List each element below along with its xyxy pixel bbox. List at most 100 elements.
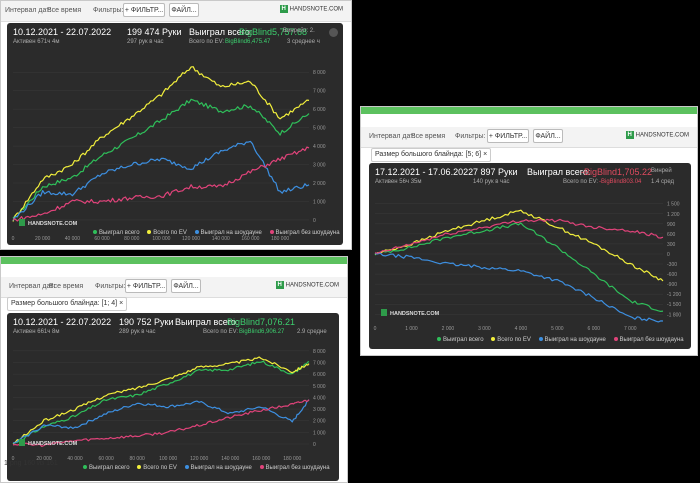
- x-tick-label: 80 000: [129, 456, 145, 462]
- y-tick-label: 8 000: [313, 349, 326, 355]
- filter-button[interactable]: + ФИЛЬТР...: [487, 129, 529, 143]
- file-button[interactable]: ФАЙЛ...: [533, 129, 563, 143]
- legend-noshowdown-dot: [269, 230, 274, 235]
- close-icon: ×: [119, 300, 124, 307]
- close-icon: ×: [483, 151, 488, 158]
- file-button[interactable]: ФАЙЛ...: [169, 3, 199, 17]
- x-tick-label: 5 000: [551, 326, 564, 332]
- y-tick-label: 300: [667, 242, 676, 248]
- y-tick-label: 0: [667, 252, 670, 258]
- plus-icon: +: [124, 7, 131, 14]
- x-tick-label: 0: [12, 456, 15, 462]
- y-tick-label: 5 000: [313, 126, 326, 132]
- date-range: 17.12.2021 - 17.06.2022: [375, 167, 474, 177]
- watermark-logo-icon: [19, 439, 25, 446]
- y-tick-label: 1 200: [667, 212, 680, 218]
- series-line: [374, 222, 664, 312]
- legend-showdown-dot: [194, 230, 199, 235]
- toolbar: Интервал дат: Все время Фильтры: + ФИЛЬТ…: [1, 277, 347, 298]
- x-tick-label: 60 000: [98, 456, 114, 462]
- y-tick-label: 1 000: [313, 199, 326, 205]
- won-label: Выиграл всего:: [527, 167, 591, 177]
- series-line: [12, 98, 310, 219]
- x-tick-label: 2 000: [442, 326, 455, 332]
- series-line: [374, 252, 664, 323]
- x-tick-label: 120 000: [190, 456, 208, 462]
- watermark-text: HANDSNOTE.COM: [28, 221, 78, 227]
- x-tick-label: 60 000: [94, 236, 110, 242]
- hands-count: 199 474 Руки: [127, 27, 182, 37]
- x-tick-label: 7 000: [624, 326, 637, 332]
- y-tick-label: 4 000: [313, 395, 326, 401]
- window-titlebar: [1, 257, 347, 264]
- y-tick-label: -1 800: [667, 312, 681, 318]
- y-tick-label: 6 000: [313, 372, 326, 378]
- toolbar: Интервал дат: Все время Фильтры: + ФИЛЬТ…: [361, 127, 697, 148]
- chart-legend: Выиграл всего Всего по EV Выиграл на шоу…: [431, 337, 684, 343]
- hands-per-hour: 289 рук в час: [119, 329, 156, 335]
- x-tick-label: 0: [12, 236, 15, 242]
- x-tick-label: 4 000: [515, 326, 528, 332]
- average-label: 1.4 сред: [651, 179, 675, 185]
- watermark-logo-icon: [381, 309, 387, 316]
- y-tick-label: 2 000: [313, 419, 326, 425]
- filter-button[interactable]: + ФИЛЬТР...: [123, 3, 165, 17]
- y-tick-label: 2 000: [313, 181, 326, 187]
- y-tick-label: 3 000: [313, 163, 326, 169]
- x-tick-label: 80 000: [124, 236, 140, 242]
- watermark-logo-icon: [19, 219, 25, 226]
- x-tick-label: 100 000: [159, 456, 177, 462]
- average-label: 2.9 средне: [297, 329, 327, 335]
- filter-button[interactable]: + ФИЛЬТР...: [125, 279, 167, 293]
- filter-chip[interactable]: Размер большого блайнда: [1; 4] ×: [7, 297, 128, 311]
- file-button[interactable]: ФАЙЛ...: [171, 279, 201, 293]
- x-tick-label: 100 000: [152, 236, 170, 242]
- series-line: [12, 360, 310, 445]
- profit-chart: 0 1 000 2 000 3 000 4 000 5 000 6 000 7 000 8 00…: [12, 66, 326, 242]
- x-tick-label: 20 000: [36, 456, 52, 462]
- won-value: BigBlind7,076.21: [227, 317, 296, 327]
- x-tick-label: 40 000: [67, 456, 83, 462]
- series-line: [12, 399, 310, 444]
- y-tick-label: -300: [667, 262, 677, 268]
- y-tick-label: 6 000: [313, 107, 326, 113]
- won-label: Выиграл всего:: [189, 27, 253, 37]
- watermark-text: HANDSNOTE.COM: [28, 441, 78, 447]
- series-line: [374, 209, 664, 282]
- x-tick-label: 0: [374, 326, 377, 332]
- y-tick-label: 5 000: [313, 384, 326, 390]
- handsnote-logo-icon: H: [279, 5, 288, 13]
- x-tick-label: 3 000: [478, 326, 491, 332]
- series-line: [12, 146, 310, 222]
- filter-chip[interactable]: Размер большого блайнда: [5; 6] ×: [371, 148, 492, 162]
- filters-label: Фильтры:: [93, 7, 124, 14]
- y-tick-label: -600: [667, 272, 677, 278]
- series-line: [12, 399, 310, 448]
- active-time: Активен 56ч 35м: [375, 179, 422, 185]
- won-value: BigBlind5,757.68: [239, 27, 308, 37]
- hands-per-hour: 297 рук в час: [127, 39, 164, 45]
- x-tick-label: 160 000: [252, 456, 270, 462]
- x-tick-label: 140 000: [221, 456, 239, 462]
- interval-select[interactable]: Все время: [411, 133, 446, 140]
- profit-chart: -1 800 -1 500 -1 200 -900 -600 -300 0 300 600 900…: [374, 202, 682, 332]
- ev-label: Всего по EV:: [563, 179, 599, 185]
- y-tick-label: 1 500: [667, 202, 680, 208]
- brand-logo: H HANDSNOTE.COM: [279, 5, 343, 13]
- interval-select[interactable]: Все время: [47, 7, 82, 14]
- brand-logo: H HANDSNOTE.COM: [625, 131, 689, 139]
- graph-panel: 17.12.2021 - 17.06.2022 7 897 Руки Выигр…: [369, 163, 691, 349]
- interval-label: Интервал дат:: [5, 7, 52, 14]
- active-time: Активен 661ч 8м: [13, 329, 60, 335]
- x-tick-label: 6 000: [588, 326, 601, 332]
- settings-icon[interactable]: [329, 28, 338, 37]
- x-tick-label: 20 000: [35, 236, 51, 242]
- x-tick-label: 40 000: [65, 236, 81, 242]
- interval-select[interactable]: Все время: [49, 283, 84, 290]
- y-tick-label: -1 500: [667, 302, 681, 308]
- y-tick-label: 600: [667, 232, 676, 238]
- ev-value: BigBlind6,906.27: [239, 329, 285, 335]
- chart-legend: Выиграл всего Всего по EV Выиграл на шоу…: [77, 465, 330, 471]
- x-tick-label: 120 000: [182, 236, 200, 242]
- hands-count: 7 897 Руки: [473, 167, 518, 177]
